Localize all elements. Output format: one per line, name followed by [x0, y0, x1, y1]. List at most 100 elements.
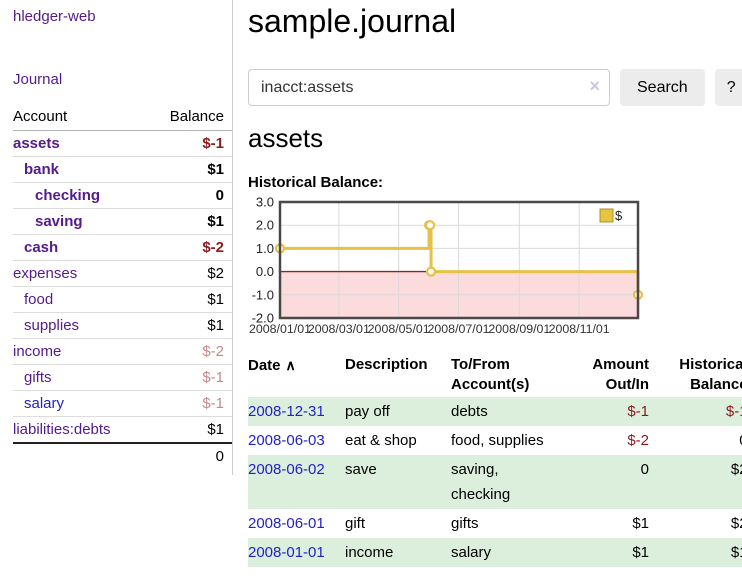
register-header-description: Description — [345, 356, 428, 373]
main-content: sample.journal × Search ? assets Histori… — [233, 0, 742, 567]
svg-text:2008/11/01: 2008/11/01 — [549, 322, 610, 336]
account-link[interactable]: saving — [35, 213, 83, 230]
svg-text:2008/01/01: 2008/01/01 — [249, 322, 311, 336]
transaction-accounts: food, supplies — [451, 432, 544, 449]
transaction-description: gift — [345, 515, 366, 532]
transaction-amount: $1 — [632, 544, 649, 561]
account-balance: $-2 — [146, 338, 232, 365]
accounts-header-balance: Balance — [146, 105, 232, 131]
svg-text:2008/07/01: 2008/07/01 — [428, 322, 490, 336]
account-link[interactable]: salary — [24, 395, 65, 412]
register-header-accounts: To/From Account(s) — [451, 356, 530, 393]
transaction-date-link[interactable]: 2008-06-03 — [248, 432, 325, 449]
transaction-description: income — [345, 544, 394, 561]
account-balance: $2 — [146, 260, 232, 287]
account-balance: $1 — [146, 156, 232, 183]
account-row: income $-2 — [13, 338, 232, 365]
chart-title: Historical Balance: — [248, 174, 384, 191]
transaction-historical-balance: $1 — [730, 544, 742, 561]
transaction-description: eat & shop — [345, 432, 417, 449]
transaction-amount: $-1 — [627, 403, 649, 420]
transaction-row: 2008-06-03 eat & shop food, supplies $-20 — [248, 426, 742, 455]
register-table: Date ∧ Description To/From Account(s) Amo… — [248, 353, 742, 567]
register-header-row: Date ∧ Description To/From Account(s) Amo… — [248, 353, 742, 397]
accounts-total-value: 0 — [146, 442, 232, 469]
account-row: supplies $1 — [13, 312, 232, 339]
account-link[interactable]: cash — [24, 239, 59, 256]
svg-text:2008/05/01: 2008/05/01 — [368, 322, 430, 336]
page-title: sample.journal — [248, 3, 457, 39]
transaction-date-link[interactable]: 2008-06-01 — [248, 515, 325, 532]
svg-text:3.0: 3.0 — [256, 195, 274, 210]
account-link[interactable]: gifts — [24, 369, 52, 386]
svg-text:2.0: 2.0 — [256, 218, 274, 233]
transaction-row: 2008-12-31 pay off debts $-1 $-1 — [248, 397, 742, 426]
accounts-total-row: 0 — [13, 442, 232, 469]
account-link[interactable]: bank — [24, 161, 60, 178]
account-balance: $-1 — [146, 390, 232, 417]
sidebar: hledger-web Journal Account Balance asse… — [0, 0, 233, 475]
hledger-web-app: hledger-web Journal Account Balance asse… — [0, 0, 742, 567]
account-link[interactable]: supplies — [24, 317, 80, 334]
svg-text:$: $ — [615, 208, 623, 223]
transaction-amount: 0 — [640, 461, 649, 478]
search-button[interactable]: Search — [620, 69, 705, 106]
account-row: salary $-1 — [13, 390, 232, 417]
transaction-historical-balance: $-1 — [725, 403, 742, 420]
transaction-date-link[interactable]: 2008-01-01 — [248, 544, 325, 561]
transaction-historical-balance: $2 — [730, 461, 742, 478]
nav-journal-link[interactable]: Journal — [13, 71, 63, 88]
account-link[interactable]: expenses — [13, 265, 78, 282]
search-form: × Search ? — [248, 69, 742, 106]
account-row: checking 0 — [13, 182, 232, 209]
transaction-historical-balance: 0 — [649, 426, 742, 455]
account-link[interactable]: assets — [13, 135, 60, 152]
transaction-row: 2008-06-01 gift gifts $1 $2 — [248, 509, 742, 538]
account-row: cash $-2 — [13, 234, 232, 261]
account-link[interactable]: checking — [35, 187, 101, 204]
account-link[interactable]: food — [24, 291, 54, 308]
historical-balance-chart: $3.0 2.0 1.0 0.0 -1.0 -2.02008/01/012008/03/0… — [249, 195, 644, 336]
svg-text:-1.0: -1.0 — [252, 287, 274, 302]
account-row: saving $1 — [13, 208, 232, 235]
transaction-accounts: salary — [451, 544, 492, 561]
transaction-date-link[interactable]: 2008-06-02 — [248, 461, 325, 478]
transaction-amount: $-2 — [627, 432, 649, 449]
svg-text:2008/09/01: 2008/09/01 — [488, 322, 550, 336]
account-row: expenses $2 — [13, 260, 232, 287]
transaction-amount: $1 — [632, 515, 649, 532]
account-title: assets — [248, 123, 324, 153]
search-box: × — [248, 69, 610, 106]
account-balance: $1 — [146, 312, 232, 339]
clear-search-icon[interactable]: × — [589, 76, 600, 96]
accounts-header-row: Account Balance — [13, 105, 232, 131]
account-row: assets $-1 — [13, 131, 232, 157]
svg-text:0.0: 0.0 — [256, 264, 274, 279]
accounts-table: Account Balance assets $-1 bank $1 checking 0… — [13, 105, 232, 469]
account-link[interactable]: liabilities:debts — [13, 421, 111, 438]
account-row: liabilities:debts $1 — [13, 416, 232, 443]
transaction-row: 2008-01-01 income salary $1 $1 — [248, 538, 742, 567]
app-title-link[interactable]: hledger-web — [13, 8, 96, 25]
svg-text:2008/03/01: 2008/03/01 — [308, 322, 370, 336]
register-header-amount: Amount Out/In — [592, 356, 649, 393]
account-balance: $-1 — [146, 364, 232, 391]
transaction-accounts: debts — [451, 403, 488, 420]
help-button[interactable]: ? — [714, 69, 742, 106]
svg-text:1.0: 1.0 — [256, 241, 274, 256]
svg-text:-2.0: -2.0 — [252, 311, 274, 326]
search-input[interactable] — [248, 69, 610, 106]
transaction-date-link[interactable]: 2008-12-31 — [248, 403, 325, 420]
account-balance: $-1 — [202, 135, 224, 152]
accounts-header-account: Account — [13, 105, 147, 131]
transaction-description: pay off — [345, 403, 390, 420]
account-row: food $1 — [13, 286, 232, 313]
register-header-date[interactable]: Date ∧ — [248, 357, 296, 374]
transaction-accounts: gifts — [451, 515, 479, 532]
account-balance: $-2 — [146, 234, 232, 261]
account-balance: 0 — [146, 182, 232, 209]
account-link[interactable]: income — [13, 343, 62, 360]
sort-ascending-icon: ∧ — [285, 357, 296, 373]
account-balance: $1 — [146, 416, 232, 443]
account-row: gifts $-1 — [13, 364, 232, 391]
